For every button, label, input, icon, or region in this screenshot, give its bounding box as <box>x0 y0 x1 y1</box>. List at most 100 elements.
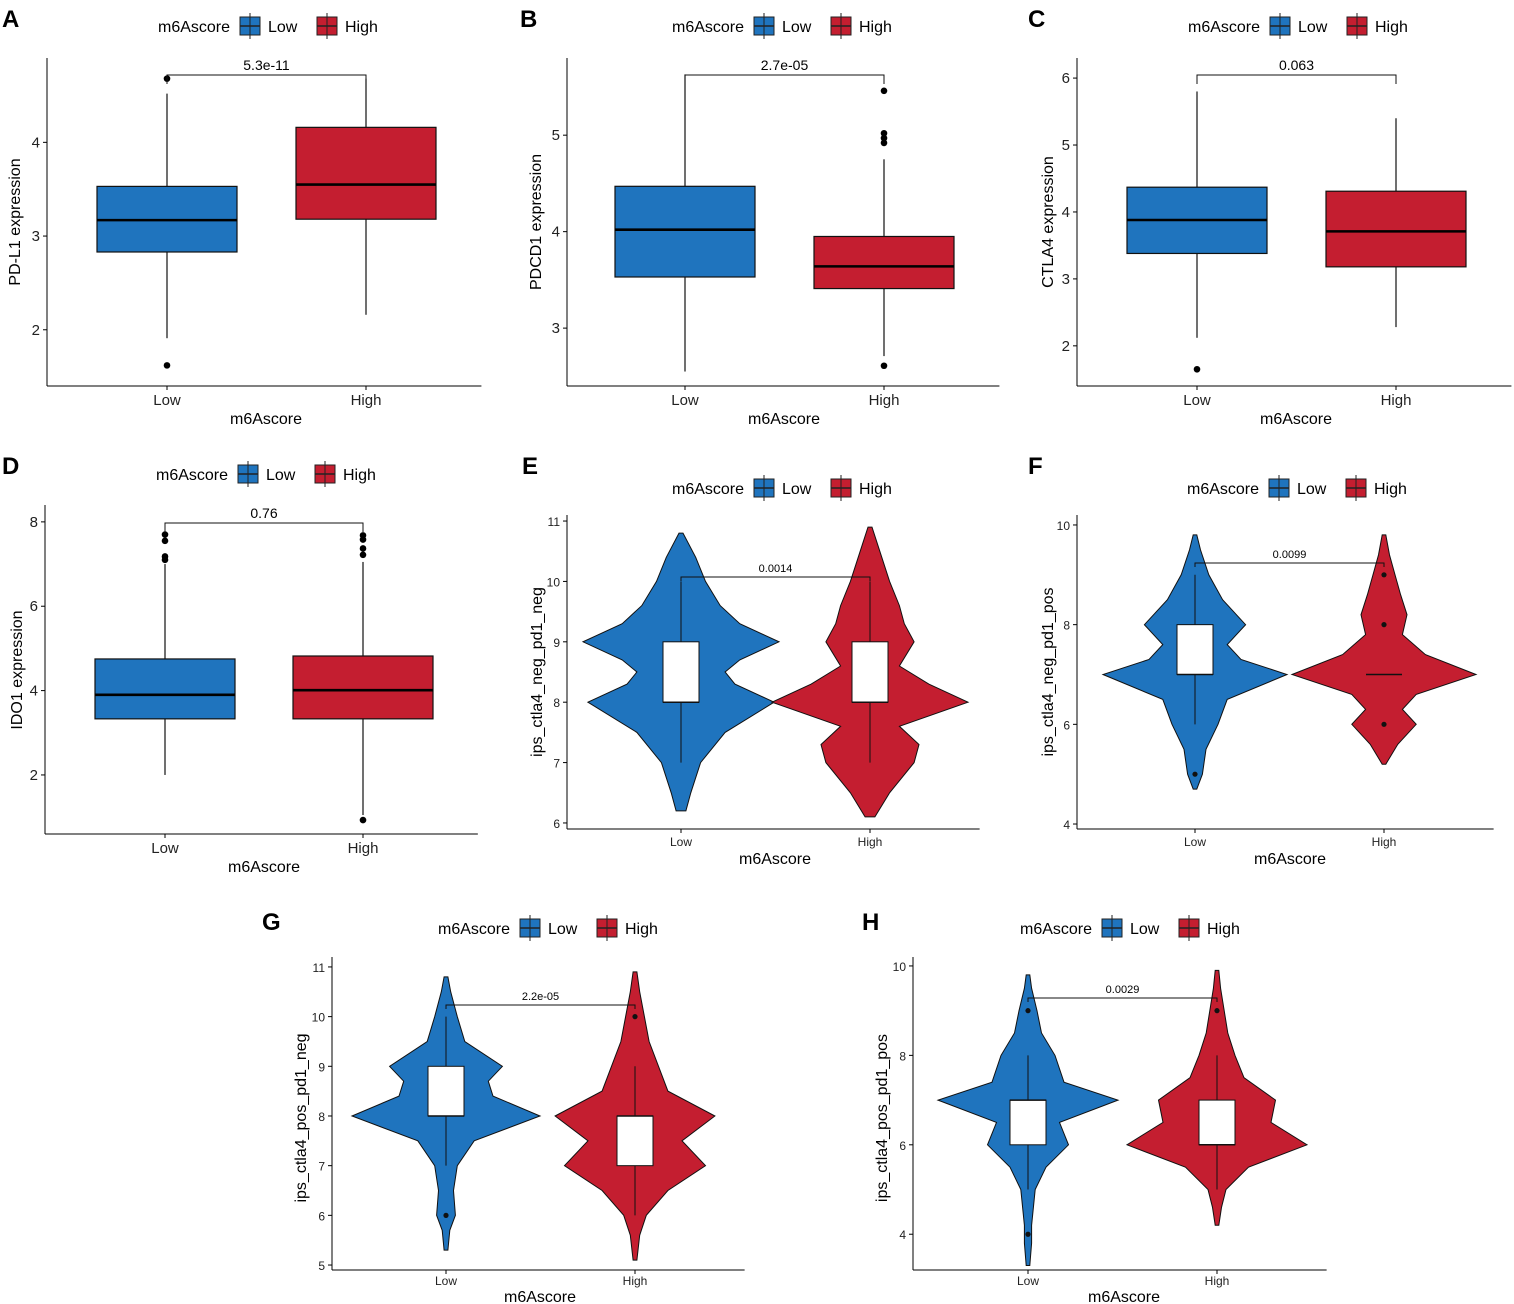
outlier-point <box>1193 365 1201 373</box>
group-high <box>554 971 716 1261</box>
x-axis-title: m6Ascore <box>228 859 300 876</box>
bracket-line <box>445 1004 636 1009</box>
x-tick-label: Low <box>1183 392 1211 409</box>
x-tick-label: High <box>348 840 379 857</box>
y-tick-label: 6 <box>899 1139 906 1153</box>
legend-swatch-high <box>316 13 338 39</box>
y-tick-label: 4 <box>899 1228 906 1242</box>
y-tick-label: 10 <box>312 1011 326 1025</box>
legend-title: m6Ascore <box>1187 481 1259 498</box>
y-tick-label: 8 <box>30 514 38 531</box>
group-high <box>292 532 434 824</box>
y-tick-label: 2 <box>32 322 40 339</box>
significance-bracket: 2.2e-05 <box>445 991 636 1009</box>
y-tick-label: 6 <box>553 817 560 831</box>
y-tick-label: 4 <box>1063 818 1070 832</box>
group-high <box>1325 118 1467 328</box>
x-tick-label: Low <box>1184 835 1206 849</box>
box <box>1325 190 1467 268</box>
outlier-point <box>161 531 169 538</box>
box <box>851 641 889 703</box>
panel-label: A <box>2 6 19 33</box>
y-tick-label: 4 <box>1062 204 1070 221</box>
legend-swatch-high <box>596 915 618 941</box>
significance-bracket: 2.7e-05 <box>684 57 885 84</box>
x-axis-title: m6Ascore <box>1254 851 1326 868</box>
y-tick-label: 4 <box>30 683 38 700</box>
x-axis-title: m6Ascore <box>748 411 820 428</box>
legend-swatch-low <box>237 461 259 487</box>
bracket-line <box>1027 997 1218 1002</box>
y-axis-title: ips_ctla4_pos_pd1_neg <box>293 1033 310 1202</box>
legend-title: m6Ascore <box>672 481 744 498</box>
significance-bracket: 0.0099 <box>1194 549 1385 567</box>
group-high <box>1290 534 1478 765</box>
legend-swatch-low <box>519 915 541 941</box>
y-tick-label: 3 <box>32 228 40 245</box>
outlier-point <box>880 362 888 370</box>
y-tick-label: 7 <box>318 1160 325 1174</box>
p-value-label: 0.0029 <box>1106 984 1140 996</box>
group-high <box>770 526 970 818</box>
x-tick-label: High <box>623 1274 648 1288</box>
panel-label: D <box>2 453 19 480</box>
x-tick-label: High <box>1381 392 1412 409</box>
y-tick-label: 5 <box>318 1259 325 1273</box>
box <box>94 658 236 720</box>
significance-bracket: 0.063 <box>1196 57 1397 84</box>
legend-label-low: Low <box>782 19 812 36</box>
x-axis-title: m6Ascore <box>230 411 302 428</box>
box <box>1009 1099 1047 1146</box>
y-axis-title: ips_ctla4_neg_pd1_neg <box>529 587 546 757</box>
panel-label: F <box>1028 453 1043 480</box>
legend-title: m6Ascore <box>1188 19 1260 36</box>
x-tick-label: Low <box>151 840 179 857</box>
outlier-point <box>359 536 367 543</box>
y-tick-label: 11 <box>313 961 326 975</box>
x-axis-title: m6Ascore <box>1260 411 1332 428</box>
bracket-line <box>684 74 885 84</box>
legend-label-high: High <box>345 19 378 36</box>
significance-bracket: 5.3e-11 <box>166 57 367 84</box>
y-tick-label: 3 <box>1062 271 1070 288</box>
y-tick-label: 5 <box>552 127 560 144</box>
outlier-point <box>443 1212 449 1218</box>
group-low <box>1126 91 1268 373</box>
legend-title: m6Ascore <box>156 467 228 484</box>
y-axis-title: PDCD1 expression <box>528 154 545 290</box>
x-tick-label: High <box>351 392 382 409</box>
legend-swatch-low <box>239 13 261 39</box>
legend-label-low: Low <box>1298 19 1328 36</box>
y-tick-label: 6 <box>318 1209 325 1223</box>
outlier-point <box>880 129 888 137</box>
x-tick-label: Low <box>1017 1274 1039 1288</box>
legend-label-high: High <box>1207 921 1240 938</box>
box <box>616 1115 654 1167</box>
y-tick-label: 6 <box>30 598 38 615</box>
y-tick-label: 4 <box>552 224 560 241</box>
p-value-label: 0.0014 <box>759 563 793 575</box>
outlier-point <box>1381 572 1387 578</box>
box <box>662 641 700 703</box>
significance-bracket: 0.0029 <box>1027 984 1218 1002</box>
legend-label-high: High <box>625 921 658 938</box>
x-axis-title: m6Ascore <box>739 851 811 868</box>
legend-label-high: High <box>1375 19 1408 36</box>
panel-label: C <box>1028 6 1045 33</box>
box <box>1198 1099 1236 1146</box>
group-low <box>1101 534 1289 790</box>
y-tick-label: 9 <box>553 636 560 650</box>
legend-label-low: Low <box>1297 481 1327 498</box>
group-low <box>96 75 238 369</box>
outlier-point <box>880 139 888 147</box>
y-tick-label: 4 <box>32 134 40 151</box>
legend-swatch-high <box>1178 915 1200 941</box>
legend-label-low: Low <box>782 481 812 498</box>
outlier-point <box>1025 1231 1031 1237</box>
legend-swatch-high <box>830 475 852 501</box>
